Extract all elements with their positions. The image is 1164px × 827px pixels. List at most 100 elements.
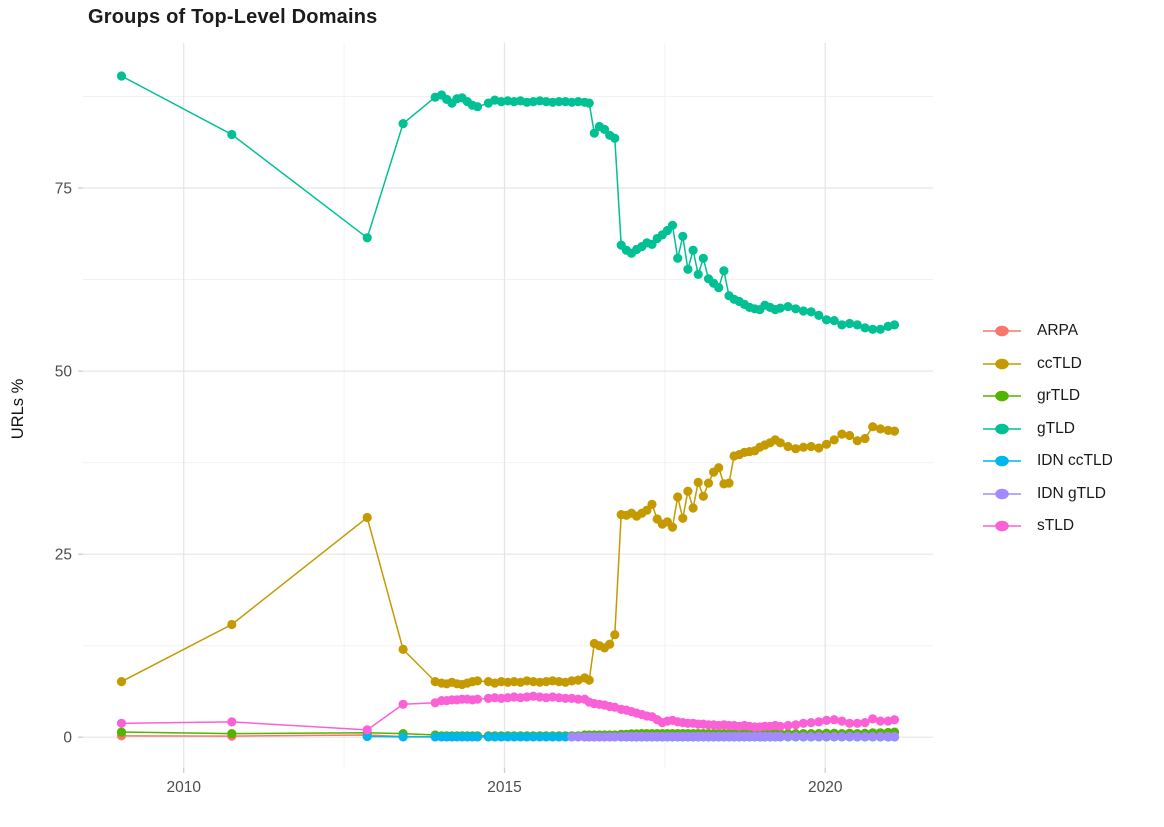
data-point — [875, 324, 886, 334]
legend-key-point — [995, 358, 1009, 369]
y-tick-label: 50 — [55, 364, 73, 381]
data-point — [496, 732, 506, 742]
data-point — [798, 306, 809, 316]
data-point — [472, 732, 483, 742]
data-point — [860, 323, 870, 333]
data-point — [889, 731, 900, 742]
data-point — [875, 424, 886, 434]
legend-label: sTLD — [1037, 517, 1075, 534]
data-point — [362, 731, 372, 742]
data-point — [883, 731, 893, 742]
data-point — [798, 442, 809, 452]
data-point — [610, 133, 620, 143]
data-point — [837, 731, 847, 742]
data-point — [227, 619, 237, 630]
legend-label: ARPA — [1037, 322, 1079, 339]
legend-item-idn-gtld: IDN gTLD — [981, 484, 1113, 504]
data-point — [798, 731, 809, 742]
data-point — [688, 245, 698, 255]
data-point — [814, 443, 824, 453]
data-point — [503, 732, 513, 742]
data-point — [860, 731, 870, 742]
data-point — [554, 732, 564, 742]
data-point — [430, 732, 440, 742]
x-tick-label: 2015 — [487, 779, 521, 796]
y-tick-label: 0 — [63, 730, 72, 747]
legend-item-gtld: gTLD — [981, 419, 1113, 439]
data-point — [362, 725, 372, 735]
data-point — [868, 731, 878, 742]
data-point — [791, 720, 801, 730]
data-point — [472, 102, 483, 112]
data-point — [814, 310, 824, 320]
data-point — [673, 253, 683, 263]
x-tick-label: 2010 — [166, 779, 201, 796]
data-point — [837, 429, 847, 439]
data-point — [724, 478, 734, 488]
data-point — [698, 491, 708, 501]
legend-key-icon — [983, 488, 1021, 499]
data-point — [791, 444, 801, 454]
data-point — [541, 732, 551, 742]
data-point — [783, 731, 793, 742]
legend-item-arpa: ARPA — [981, 321, 1113, 341]
data-point — [528, 732, 538, 742]
data-point — [775, 721, 785, 731]
legend-key-point — [995, 488, 1009, 499]
gridlines — [83, 43, 933, 768]
data-point — [791, 731, 801, 742]
data-point — [673, 492, 683, 502]
data-point — [837, 320, 847, 330]
data-point — [845, 718, 855, 728]
data-point — [560, 732, 571, 742]
legend-key-icon — [983, 325, 1021, 337]
y-tick-label: 75 — [55, 181, 72, 198]
data-point — [490, 732, 500, 742]
legend-label: IDN gTLD — [1037, 484, 1106, 502]
data-point — [889, 320, 900, 330]
legend-item-cctld: ccTLD — [981, 354, 1113, 374]
data-point — [714, 463, 724, 473]
data-point — [560, 693, 571, 704]
data-point — [667, 220, 678, 230]
data-point — [698, 253, 708, 263]
data-point — [829, 731, 839, 742]
data-point — [714, 283, 724, 293]
data-point — [845, 430, 855, 441]
data-point — [821, 439, 832, 449]
data-point — [783, 302, 793, 312]
legend-item-stld: sTLD — [981, 516, 1113, 536]
legend-key-icon — [983, 358, 1021, 369]
data-point — [806, 731, 816, 742]
data-point — [599, 124, 610, 134]
legend-label: gTLD — [1037, 419, 1075, 437]
data-point — [860, 718, 870, 728]
data-point — [678, 231, 688, 241]
data-point — [398, 732, 408, 742]
data-point — [522, 732, 532, 742]
data-point — [548, 732, 558, 742]
data-point — [398, 119, 408, 129]
axes: 0 25 50 75 2010 2015 2020 — [55, 181, 843, 797]
data-point — [814, 731, 824, 742]
data-point — [610, 630, 620, 640]
data-point — [852, 320, 862, 330]
data-point — [875, 716, 886, 726]
data-point — [829, 435, 839, 445]
data-point — [791, 304, 801, 314]
data-point — [509, 732, 519, 742]
y-tick-label: 25 — [55, 547, 72, 564]
legend-key-point — [995, 520, 1009, 532]
data-point — [845, 318, 855, 329]
data-point — [554, 97, 564, 107]
legend-key-point — [995, 325, 1009, 337]
data-point — [703, 478, 714, 488]
legend-item-idn-cctld: IDN ccTLD — [981, 451, 1113, 471]
series-idn-gtld — [567, 731, 900, 742]
data-point — [535, 732, 545, 742]
data-point — [573, 694, 583, 704]
series-stld — [116, 691, 900, 735]
legend-key-icon — [983, 423, 1021, 434]
